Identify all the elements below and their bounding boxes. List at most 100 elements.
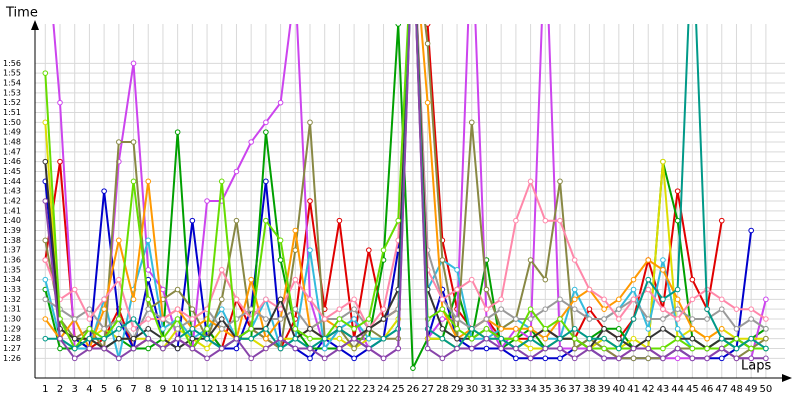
x-tick-label: 8 [145,384,151,395]
x-tick-label: 13 [215,384,228,395]
data-point [380,316,387,322]
data-point [321,335,328,342]
data-point [277,99,284,106]
data-point [704,345,710,352]
data-point [277,296,284,303]
y-tick-label: 1:49 [3,128,21,137]
data-point [263,119,269,126]
y-tick-label: 1:43 [3,187,21,196]
x-tick-label: 28 [436,384,449,395]
x-tick-label: 21 [333,384,346,395]
data-point [101,306,107,312]
y-tick-label: 1:51 [3,108,21,117]
y-tick-label: 1:40 [3,216,21,225]
data-point [571,345,578,352]
y-tick-label: 1:35 [3,265,21,274]
data-point [57,99,63,106]
data-point [380,306,387,312]
data-point [218,326,225,332]
x-tick-label: 6 [116,384,122,395]
data-point [116,335,122,342]
data-point [439,257,446,263]
data-point [351,326,357,332]
data-point [483,306,490,312]
data-point [630,345,637,352]
data-point [307,326,313,332]
data-point [277,335,284,342]
data-point [674,355,681,362]
data-point [660,345,666,352]
data-point [218,267,225,273]
data-point [616,355,622,362]
data-point [86,306,93,312]
y-tick-label: 1:55 [3,69,21,78]
data-point [586,316,593,322]
data-point [645,355,652,362]
data-point [733,345,740,352]
data-point [380,247,387,253]
x-tick-label: 3 [72,384,78,395]
data-point [101,188,107,194]
data-point [130,316,137,322]
data-point [233,335,240,342]
data-point [557,217,563,224]
data-point [674,335,681,342]
x-tick-label: 37 [568,384,581,395]
data-point [57,335,63,342]
x-tick-label: 22 [348,384,361,395]
data-point [189,335,196,342]
data-point [689,345,696,352]
data-point [718,306,725,312]
data-point [130,139,137,145]
data-point [483,326,490,332]
data-point [307,335,313,342]
data-point [307,345,313,352]
data-point [116,355,122,362]
x-tick-label: 11 [186,384,199,395]
data-point [586,335,593,342]
x-tick-label: 5 [101,384,107,395]
data-point [160,345,166,352]
data-point [351,355,357,362]
data-point [116,276,122,283]
data-point [263,345,269,352]
y-tick-label: 1:38 [3,236,21,245]
data-point [116,316,122,322]
data-point [366,247,372,253]
data-point [145,345,152,352]
data-point [42,119,49,126]
data-point [218,345,225,352]
data-point [542,217,549,224]
y-axis-arrow [31,20,39,30]
data-point [204,355,210,362]
data-point [439,326,446,332]
y-tick-label: 1:44 [3,177,21,186]
data-point [557,355,563,362]
x-tick-label: 50 [760,384,773,395]
x-tick-label: 19 [304,384,317,395]
data-point [174,286,181,293]
data-point [307,247,313,253]
x-tick-label: 35 [539,384,552,395]
data-point [542,345,549,352]
data-point [498,345,504,352]
data-point [718,355,725,362]
data-point [733,306,740,312]
data-point [557,345,563,352]
data-point [645,326,652,332]
data-point [277,316,284,322]
data-point [571,286,578,293]
data-point [468,326,475,332]
data-point [42,335,49,342]
data-point [630,276,637,283]
data-point [248,276,254,283]
data-point [498,335,504,342]
data-point [454,326,460,332]
data-point [277,306,284,312]
data-point [160,326,166,332]
data-point [542,355,549,362]
data-point [42,276,49,283]
x-tick-label: 29 [451,384,464,395]
data-point [660,296,666,303]
data-point [674,286,681,293]
